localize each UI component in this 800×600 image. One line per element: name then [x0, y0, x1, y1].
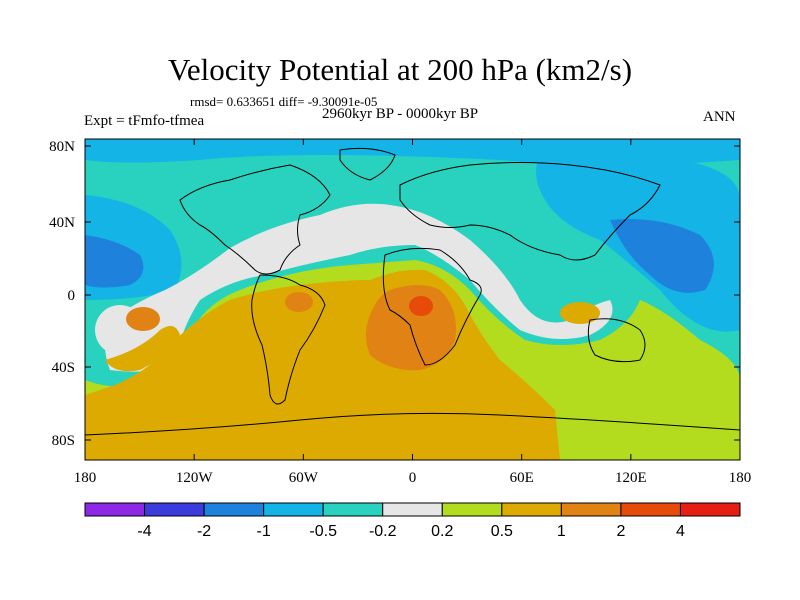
colorbar-swatch	[382, 502, 443, 517]
lon-tick-label: 60W	[289, 470, 319, 486]
colorbar-swatch	[322, 502, 384, 517]
lon-tick-label: 180	[74, 470, 97, 486]
colorbar-label: -2	[197, 523, 211, 540]
colorbar-label: -4	[137, 523, 151, 540]
colorbar-label: 1	[557, 523, 566, 540]
lat-tick-label: 0	[68, 288, 76, 304]
contour-band-red-africa	[409, 296, 433, 316]
contour-band-blue-asia	[610, 219, 714, 293]
contour-band-blue-pacific	[85, 235, 144, 288]
colorbar-label: 4	[676, 523, 685, 540]
lon-tick-label: 60E	[510, 470, 534, 486]
colorbar-swatch	[441, 502, 503, 517]
colorbar-swatch	[679, 502, 741, 517]
lat-tick-label: 40N	[49, 215, 75, 231]
south-america-outline	[251, 274, 326, 405]
colorbar-label: 0.5	[491, 523, 513, 540]
colorbar-swatch	[501, 502, 562, 517]
colorbar-label: -0.5	[309, 523, 337, 540]
colorbar-swatch	[263, 502, 324, 517]
contour-band-darkorange-amazon	[285, 292, 313, 312]
contour-band-orange-south	[85, 430, 200, 460]
lon-tick-label: 120W	[176, 470, 214, 486]
colorbar: -4 -2 -1 -0.5 -0.2 0.2 0.5 1 2 4	[84, 502, 741, 540]
lon-tick-label: 0	[409, 470, 417, 486]
africa-outline	[382, 247, 482, 366]
lat-axis: 80N 40N 0 40S 80S	[49, 139, 740, 449]
colorbar-label: 0.2	[431, 523, 453, 540]
colorbar-swatch	[560, 502, 622, 517]
colorbar-label: -0.2	[369, 523, 397, 540]
experiment-label: Expt = tFmfo-tfmea	[84, 113, 205, 129]
lon-tick-label: 180	[729, 470, 752, 486]
antarctica-outline	[85, 412, 740, 436]
colorbar-swatch	[84, 502, 146, 517]
map-title: Velocity Potential at 200 hPa (km2/s)	[167, 52, 633, 87]
colorbar-label: -1	[257, 523, 271, 540]
north-america-outline	[179, 164, 331, 275]
australia-outline	[587, 318, 646, 363]
contour-band-orange-pacific	[105, 326, 180, 372]
period-label: 2960kyr BP - 0000kyr BP	[322, 106, 479, 122]
contour-band-darkorange-pacific	[126, 307, 160, 331]
greenland-outline	[339, 147, 396, 181]
season-label: ANN	[703, 109, 736, 125]
eurasia-outline	[399, 162, 661, 261]
contour-field	[85, 139, 740, 460]
lat-tick-label: 80S	[52, 433, 75, 449]
lat-tick-label: 40S	[52, 360, 75, 376]
colorbar-swatch	[203, 502, 265, 517]
lon-tick-label: 120E	[615, 470, 647, 486]
contour-band-orange-asia	[560, 302, 600, 324]
lat-tick-label: 80N	[49, 139, 75, 155]
colorbar-swatch	[620, 502, 681, 517]
coastlines	[85, 147, 740, 436]
stats-label: rmsd= 0.633651 diff= -9.30091e-05	[190, 94, 378, 109]
colorbar-swatch	[144, 502, 205, 517]
lon-axis: 180 120W 60W 0 60E 120E 180	[74, 139, 752, 486]
colorbar-label: 2	[616, 523, 625, 540]
